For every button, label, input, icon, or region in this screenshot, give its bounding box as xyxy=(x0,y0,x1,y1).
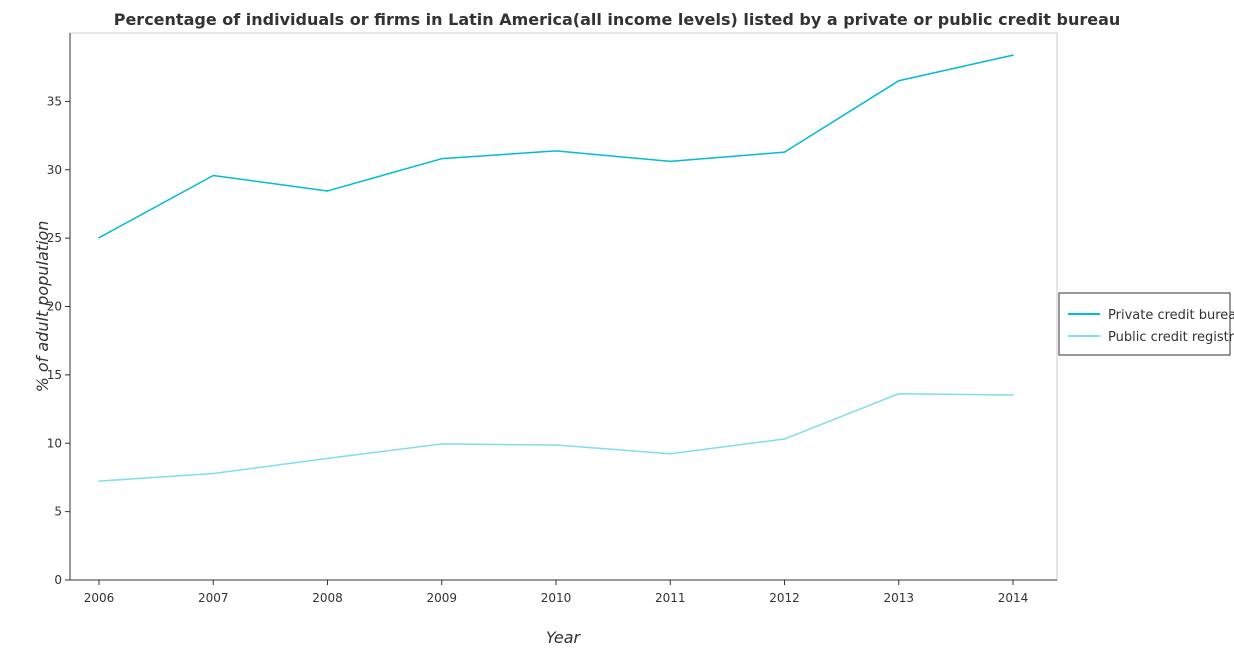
x-tick-label: 2009 xyxy=(426,591,457,605)
y-tick-label: 15 xyxy=(47,368,62,382)
data-point xyxy=(98,236,100,239)
y-tick-label: 20 xyxy=(47,300,62,314)
y-tick-label: 5 xyxy=(54,505,62,519)
series-line-1 xyxy=(98,392,1014,482)
x-tick-label: 2012 xyxy=(769,591,800,605)
y-tick-label: 0 xyxy=(54,573,62,587)
data-point xyxy=(326,190,329,192)
legend: Private credit bureau Public credit regis… xyxy=(1058,292,1234,356)
y-axis-ticks: 0 5 10 15 20 25 30 35 xyxy=(47,94,70,587)
data-point xyxy=(555,150,557,152)
legend-label-0: Private credit bureau xyxy=(1108,308,1234,323)
y-tick-label: 30 xyxy=(47,163,62,177)
x-tick-label: 2011 xyxy=(655,591,686,605)
x-axis-label: Year xyxy=(546,628,582,647)
data-point xyxy=(326,457,329,460)
data-point xyxy=(783,151,786,153)
y-tick-label: 10 xyxy=(47,436,62,450)
y-axis-label: % of adult population xyxy=(33,221,52,393)
data-point xyxy=(669,160,672,163)
data-point xyxy=(783,438,786,440)
series-layer xyxy=(98,54,1014,482)
y-tick-label: 25 xyxy=(47,231,62,245)
data-point xyxy=(897,79,900,82)
data-point xyxy=(555,444,557,446)
x-tick-label: 2010 xyxy=(541,591,572,605)
data-point xyxy=(212,472,215,475)
x-tick-label: 2007 xyxy=(198,591,229,605)
chart-title: Percentage of individuals or firms in La… xyxy=(114,10,1121,29)
x-tick-label: 2014 xyxy=(998,591,1029,605)
data-point xyxy=(669,452,672,455)
data-point xyxy=(440,157,443,160)
data-point xyxy=(1012,54,1014,56)
data-point xyxy=(98,480,100,482)
x-axis-ticks: 2006 2007 2008 2009 2010 2011 2012 2013 2014 xyxy=(84,580,1029,605)
legend-box xyxy=(1058,292,1231,356)
data-point xyxy=(212,174,215,177)
data-point xyxy=(440,443,443,445)
plot-border xyxy=(69,32,1058,581)
x-tick-label: 2006 xyxy=(84,591,115,605)
data-point xyxy=(897,392,900,395)
series-line-0 xyxy=(98,54,1014,239)
y-tick-label: 35 xyxy=(47,94,62,108)
x-tick-label: 2013 xyxy=(883,591,914,605)
legend-label-1: Public credit registry xyxy=(1108,330,1234,345)
data-point xyxy=(1012,394,1014,396)
plot-area xyxy=(69,32,1058,581)
x-tick-label: 2008 xyxy=(312,591,343,605)
